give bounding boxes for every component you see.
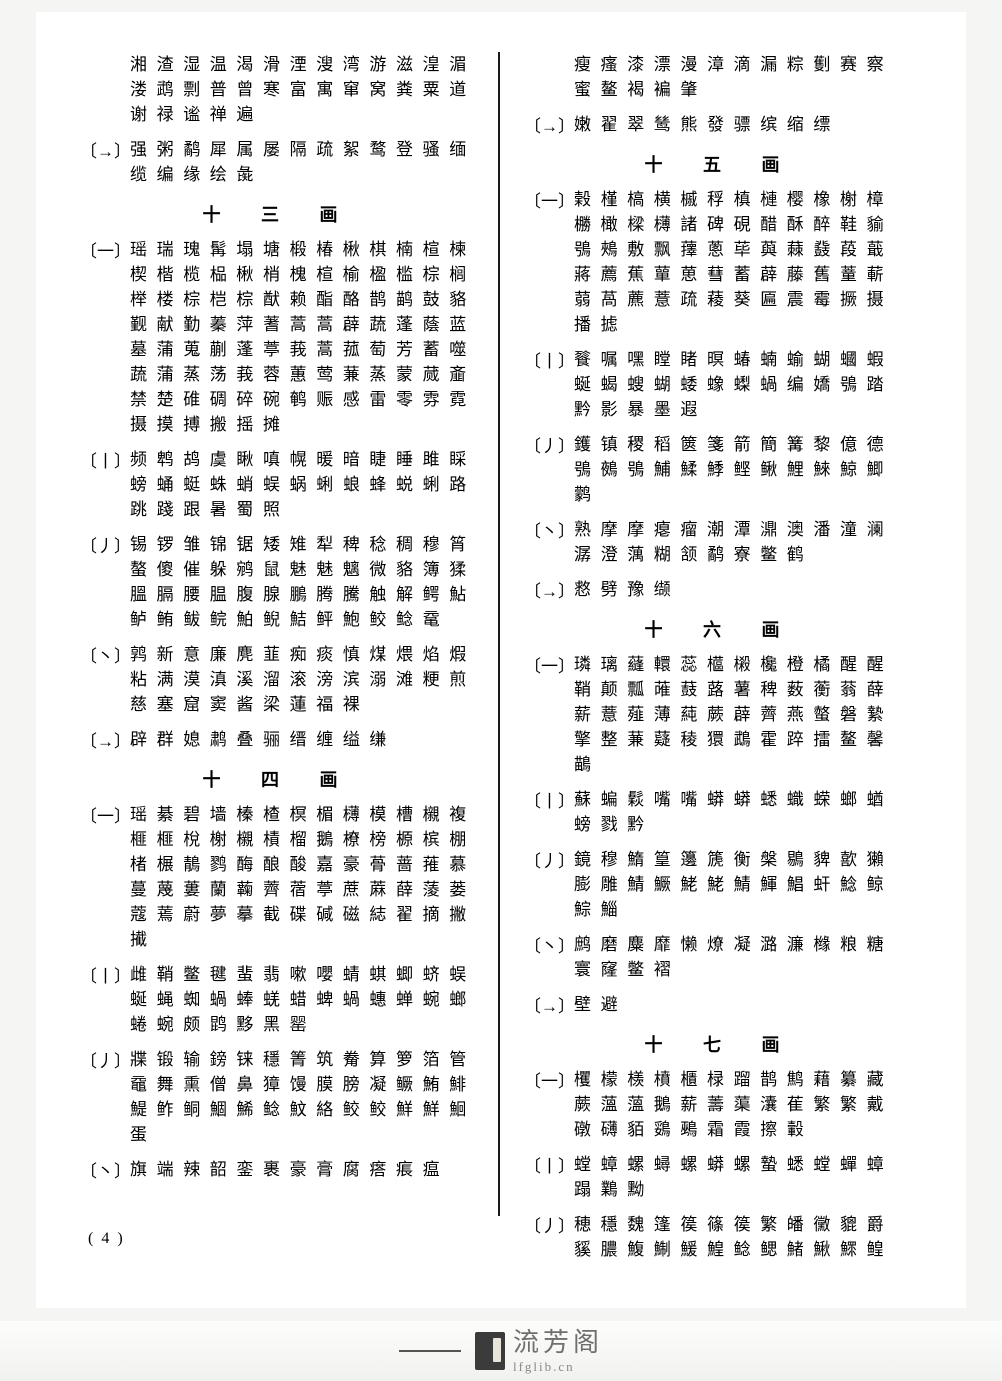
stroke-tag: 〔一〕 — [80, 802, 130, 952]
char-list: 牃锻输鎊铼穩箐筑觠算箩箔管黿舞熏僧鼻獐馒膜膀凝鳜鮪鯡鯷鲊鲖鯝鯑鲶魰絡鲛鲛鮮鮮鮰蛋 — [130, 1047, 478, 1147]
index-entry: 〔丶〕熟摩摩瘪瘤潮潭濎澳潘潼澜潺澄蕅糊颔鹬寮鳖鹤 — [524, 517, 918, 567]
stroke-tag: 〔一〕 — [80, 237, 130, 437]
char-list: 蘇蝙鬏嘴嘴蟒蟒蟋蟙蝾螂蝤螃戮黔 — [574, 787, 918, 837]
stroke-heading: 十 七 画 — [524, 1031, 918, 1057]
stroke-tag: 〔丨〕 — [524, 787, 574, 837]
index-entry: 湘渣湿温渴滑湮溲湾游滋湟湄溇鹉剽普曾寒富寓窜窝粪粟道谢禄谧禅遍 — [80, 52, 478, 127]
index-entry: 〔→〕壁避 — [524, 992, 918, 1017]
footer-brand-wrap: 流芳阁 lfglib.cn — [513, 1330, 603, 1373]
index-entry: 〔丶〕旗端辣韶銮裹豪膏腐瘩痮瘟 — [80, 1157, 478, 1182]
index-entry: 〔丶〕鹧磨麋靡懒燎凝潞濂橼粮糖寰窿鳖褶 — [524, 932, 918, 982]
stroke-tag: 〔丶〕 — [80, 642, 130, 717]
two-column-layout: 湘渣湿温渴滑湮溲湾游滋湟湄溇鹉剽普曾寒富寓窜窝粪粟道谢禄谧禅遍〔→〕强粥鹬犀属屡… — [80, 52, 938, 1216]
stroke-tag: 〔→〕 — [80, 727, 130, 752]
stroke-heading: 十 五 画 — [524, 151, 918, 177]
char-list: 榖槿槁横槭稃槙槤樱橡榭樟橳橄樑欂諸碑硯醋酥醉鞋貐鴞鵊敷飘蘀蔥荜藇蕀鼗葮蕺蔣薦蕉蕇… — [574, 187, 918, 337]
stroke-tag — [80, 52, 130, 127]
index-entry: 〔丿〕锡锣雏锦锯矮雉犁稗稔稠穆筲螯傻催躲鹓鼠魅魅魑微貉簿猱膃膈腰腽腹腺鵬腾騰触解… — [80, 532, 478, 632]
index-entry: 〔丨〕蘇蝙鬏嘴嘴蟒蟒蟋蟙蝾螂蝤螃戮黔 — [524, 787, 918, 837]
stroke-tag: 〔丶〕 — [524, 517, 574, 567]
stroke-tag: 〔一〕 — [524, 652, 574, 777]
index-entry: 〔→〕辟群媳鹔叠骊缙缠缢缣 — [80, 727, 478, 752]
footer-url: lfglib.cn — [513, 1360, 603, 1373]
index-entry: 〔→〕强粥鹬犀属屡隔疏絮鹜登骚缅缆编缘绘彘 — [80, 137, 478, 187]
stroke-tag: 〔→〕 — [524, 112, 574, 137]
index-entry: 〔丿〕牃锻输鎊铼穩箐筑觠算箩箔管黿舞熏僧鼻獐馒膜膀凝鳜鮪鯡鯷鲊鲖鯝鯑鲶魰絡鲛鲛鮮… — [80, 1047, 478, 1147]
site-footer: 流芳阁 lfglib.cn — [0, 1321, 1002, 1381]
char-list: 辟群媳鹔叠骊缙缠缢缣 — [130, 727, 478, 752]
stroke-tag: 〔一〕 — [524, 187, 574, 337]
index-entry: 〔一〕瑶瑞瑰髯塌塘椴椿楸棋楠楦楝楔楷榄榀楸梢槐楦榆楹槛棕榈榉楼棕桤棕猷赖酯酪鹊鹋… — [80, 237, 478, 437]
stroke-tag: 〔一〕 — [524, 1067, 574, 1142]
index-entry: 〔丶〕鹑新意廉麂韮痴痰慎煤煨焰煆粘满漠滇溪溜滚滂滨溺滩粳煎慈塞窟窦酱梁蓮福裸 — [80, 642, 478, 717]
char-list: 螳蟑螺蟳螺蟒螺蟄蟋螳蟬蟑蹋鸈黝 — [574, 1152, 918, 1202]
stroke-tag: 〔丿〕 — [524, 1212, 574, 1262]
index-entry: 〔丿〕穂穩魏篷篌篠篌繁皤黴貔爵貕膿鰒鯯鰀鰉鲶鳃鯺鰍鰥鳇 — [524, 1212, 918, 1262]
document-page: 湘渣湿温渴滑湮溲湾游滋湟湄溇鹉剽普曾寒富寓窜窝粪粟道谢禄谧禅遍〔→〕强粥鹬犀属屡… — [36, 12, 966, 1308]
char-list: 璘璃蘕轘蕊櫙樧欃橙橘醒醒鞘颠瓢蓶薣蕗薯稗薮蘅蓊薛薪薏薤薄蒓蕨薜薺燕螫磐縶擎整蒹薿… — [574, 652, 918, 777]
index-entry: 〔→〕慦劈豫缬 — [524, 577, 918, 602]
stroke-tag: 〔丨〕 — [524, 347, 574, 422]
stroke-tag: 〔丶〕 — [80, 1157, 130, 1182]
char-list: 雌鞘鳖毽蜚翡嗽嚶蜻蜞蝍蛴蜈蜒蝇蜘蝸蜯蜣蜡蜱蝸蟪蝉蜿螂蜷蜿颇鹍黟黑罂 — [130, 962, 478, 1037]
char-list: 鹧磨麋靡懒燎凝潞濂橼粮糖寰窿鳖褶 — [574, 932, 918, 982]
stroke-tag: 〔→〕 — [524, 577, 574, 602]
char-list: 锡锣雏锦锯矮雉犁稗稔稠穆筲螯傻催躲鹓鼠魅魅魑微貉簿猱膃膈腰腽腹腺鵬腾騰触解鳄鮎鲈… — [130, 532, 478, 632]
stroke-heading: 十 六 画 — [524, 616, 918, 642]
char-list: 熟摩摩瘪瘤潮潭濎澳潘潼澜潺澄蕅糊颔鹬寮鳖鹤 — [574, 517, 918, 567]
index-entry: 〔一〕榖槿槁横槭稃槙槤樱橡榭樟橳橄樑欂諸碑硯醋酥醉鞋貐鴞鵊敷飘蘀蔥荜藇蕀鼗葮蕺蔣… — [524, 187, 918, 337]
stroke-heading: 十 三 画 — [80, 201, 478, 227]
index-entry: 〔丨〕螳蟑螺蟳螺蟒螺蟄蟋螳蟬蟑蹋鸈黝 — [524, 1152, 918, 1202]
stroke-tag: 〔丿〕 — [80, 1047, 130, 1147]
char-list: 慦劈豫缬 — [574, 577, 918, 602]
index-entry: 〔丨〕餮嘱嘿瞠睹暝蝽蝻蝓蝴蟈蝦蜒蝎螋蝴蜲蟓蟍蝸编嬌鴞踏黔影暴墨遐 — [524, 347, 918, 422]
char-list: 旗端辣韶銮裹豪膏腐瘩痮瘟 — [130, 1157, 478, 1182]
stroke-tag: 〔丨〕 — [80, 447, 130, 522]
right-column: 瘦瘙漆漂漫漳滴漏粽劐赛察蜜鳌褐褊肇〔→〕嫩翟翠鸶熊發骠缤缩缥十 五 画〔一〕榖槿… — [500, 52, 918, 1216]
stroke-tag: 〔丿〕 — [524, 847, 574, 922]
stroke-tag: 〔→〕 — [524, 992, 574, 1017]
char-list: 穂穩魏篷篌篠篌繁皤黴貔爵貕膿鰒鯯鰀鰉鲶鳃鯺鰍鰥鳇 — [574, 1212, 918, 1262]
stroke-tag: 〔丨〕 — [524, 1152, 574, 1202]
char-list: 湘渣湿温渴滑湮溲湾游滋湟湄溇鹉剽普曾寒富寓窜窝粪粟道谢禄谧禅遍 — [130, 52, 478, 127]
char-list: 强粥鹬犀属屡隔疏絮鹜登骚缅缆编缘绘彘 — [130, 137, 478, 187]
char-list: 瑶綦碧墙榛楂榠楣欂模槽櫬複榧榧梲榭櫬樍榴鵝橑榜榞槟棚楮榐鶄鹨酶酿酸嘉豪蓇蔷蓷慕蔓… — [130, 802, 478, 952]
index-entry: 〔丨〕频鹎鸪虞瞅嗔幌暖暗睫睡雎睬螃蛹蜓蛛蛸蜈蜗蜊蜋蜂蜕蜊路跳踐跟暑蜀照 — [80, 447, 478, 522]
stroke-tag: 〔丿〕 — [524, 432, 574, 507]
stroke-tag — [524, 52, 574, 102]
char-list: 频鹎鸪虞瞅嗔幌暖暗睫睡雎睬螃蛹蜓蛛蛸蜈蜗蜊蜋蜂蜕蜊路跳踐跟暑蜀照 — [130, 447, 478, 522]
char-list: 瑶瑞瑰髯塌塘椴椿楸棋楠楦楝楔楷榄榀楸梢槐楦榆楹槛棕榈榉楼棕桤棕猷赖酯酪鹊鹋鼓貉觐… — [130, 237, 478, 437]
index-entry: 〔一〕璘璃蘕轘蕊櫙樧欃橙橘醒醒鞘颠瓢蓶薣蕗薯稗薮蘅蓊薛薪薏薤薄蒓蕨薜薺燕螫磐縶擎… — [524, 652, 918, 777]
footer-logo-icon — [475, 1332, 505, 1370]
index-entry: 〔丨〕雌鞘鳖毽蜚翡嗽嚶蜻蜞蝍蛴蜈蜒蝇蜘蝸蜯蜣蜡蜱蝸蟪蝉蜿螂蜷蜿颇鹍黟黑罂 — [80, 962, 478, 1037]
char-list: 鏡穆鰖篁籩篪衡槃鶍貏歖獺膨雕鯖鱖鮱鮱鯖鯶鯧虷鯰鲸鯮鯔 — [574, 847, 918, 922]
stroke-tag: 〔丨〕 — [80, 962, 130, 1037]
index-entry: 〔一〕瑶綦碧墙榛楂榠楣欂模槽櫬複榧榧梲榭櫬樍榴鵝橑榜榞槟棚楮榐鶄鹨酶酿酸嘉豪蓇蔷… — [80, 802, 478, 952]
index-entry: 〔→〕嫩翟翠鸶熊發骠缤缩缥 — [524, 112, 918, 137]
stroke-tag: 〔丿〕 — [80, 532, 130, 632]
index-entry: 〔丿〕鏡穆鰖篁籩篪衡槃鶍貏歖獺膨雕鯖鱖鮱鮱鯖鯶鯧虷鯰鲸鯮鯔 — [524, 847, 918, 922]
footer-dash — [399, 1350, 461, 1352]
char-list: 瘦瘙漆漂漫漳滴漏粽劐赛察蜜鳌褐褊肇 — [574, 52, 918, 102]
char-list: 餮嘱嘿瞠睹暝蝽蝻蝓蝴蟈蝦蜒蝎螋蝴蜲蟓蟍蝸编嬌鴞踏黔影暴墨遐 — [574, 347, 918, 422]
stroke-heading: 十 四 画 — [80, 766, 478, 792]
char-list: 欔檬檨橨櫃椂蹓鹊鹪藉纂藏蕨薀薀鵝薪薵蕖灢萑繁繁戴礅礴貊鵎鵐霜霞擦轂 — [574, 1067, 918, 1142]
char-list: 鑊镇稷稻篋箋箭簡篝黎億德鴞鵺鴞鯆鰇鯚鲣鳅鯉鯠鯨鯽鹲 — [574, 432, 918, 507]
char-list: 嫩翟翠鸶熊發骠缤缩缥 — [574, 112, 918, 137]
char-list: 鹑新意廉麂韮痴痰慎煤煨焰煆粘满漠滇溪溜滚滂滨溺滩粳煎慈塞窟窦酱梁蓮福裸 — [130, 642, 478, 717]
footer-brand: 流芳阁 — [513, 1330, 603, 1356]
index-entry: 〔一〕欔檬檨橨櫃椂蹓鹊鹪藉纂藏蕨薀薀鵝薪薵蕖灢萑繁繁戴礅礴貊鵎鵐霜霞擦轂 — [524, 1067, 918, 1142]
index-entry: 瘦瘙漆漂漫漳滴漏粽劐赛察蜜鳌褐褊肇 — [524, 52, 918, 102]
stroke-tag: 〔→〕 — [80, 137, 130, 187]
index-entry: 〔丿〕鑊镇稷稻篋箋箭簡篝黎億德鴞鵺鴞鯆鰇鯚鲣鳅鯉鯠鯨鯽鹲 — [524, 432, 918, 507]
char-list: 壁避 — [574, 992, 918, 1017]
left-column: 湘渣湿温渴滑湮溲湾游滋湟湄溇鹉剽普曾寒富寓窜窝粪粟道谢禄谧禅遍〔→〕强粥鹬犀属屡… — [80, 52, 498, 1216]
stroke-tag: 〔丶〕 — [524, 932, 574, 982]
